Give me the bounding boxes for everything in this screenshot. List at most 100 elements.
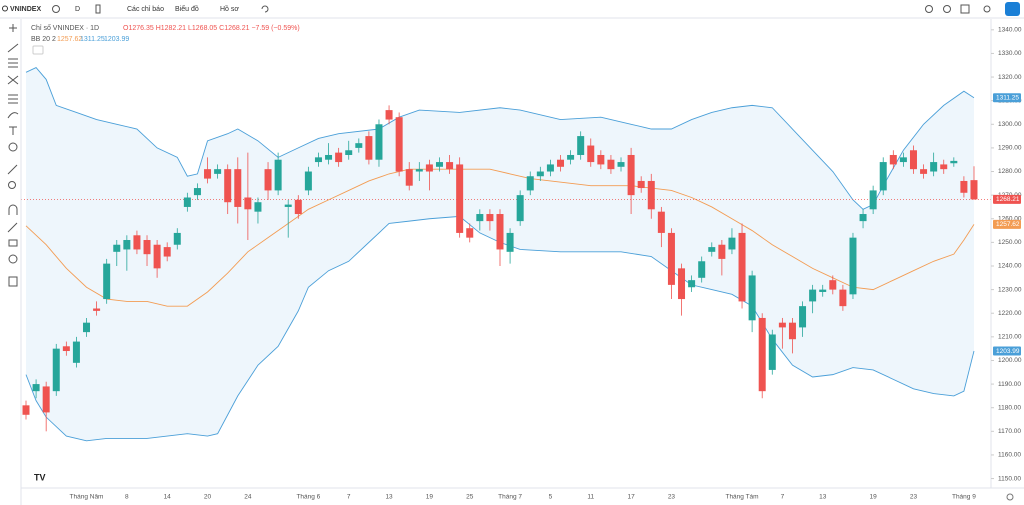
x-tick-label: 19 (870, 494, 878, 501)
candle-body (627, 154, 635, 196)
symbol[interactable]: VNINDEX (10, 6, 41, 13)
candle-body (879, 162, 887, 191)
collapse-button[interactable] (32, 45, 44, 55)
candle-body (718, 244, 726, 259)
candle-body (143, 240, 151, 255)
profile-menu[interactable]: Hồ sơ (220, 4, 239, 13)
x-tick-label: Tháng 7 (498, 494, 522, 501)
candle-body (83, 322, 91, 333)
candle-body (52, 348, 60, 392)
y-tick-label: 1150.00 (998, 475, 1021, 482)
candle-body (768, 334, 776, 370)
candle-body (244, 197, 252, 210)
candle-body (415, 169, 423, 172)
candle-body (778, 322, 786, 328)
candle-body (657, 211, 665, 233)
candle-body (577, 136, 585, 155)
candle-body (163, 247, 171, 257)
candle-body (728, 237, 736, 250)
candle-body (889, 154, 897, 165)
candle-body (839, 289, 847, 307)
fullscreen-icon[interactable] (960, 4, 970, 14)
candle-body (738, 232, 746, 302)
candle-body (909, 150, 917, 170)
toolbar (0, 0, 1024, 18)
x-tick-label: 19 (426, 494, 434, 501)
y-tick-label: 1300.00 (998, 121, 1022, 128)
candle-body (234, 169, 242, 207)
candle-body (153, 244, 161, 269)
x-tick-label: Tháng Năm (70, 494, 104, 501)
candle-body (799, 306, 807, 328)
y-tick-label: 1200.00 (998, 357, 1022, 364)
y-tick-label: 1290.00 (998, 145, 1022, 152)
logo[interactable] (1005, 2, 1020, 16)
candle-body (970, 180, 978, 200)
y-tick-label: 1240.00 (998, 263, 1022, 270)
interval[interactable]: D (75, 6, 80, 13)
candle-body (899, 157, 907, 163)
candle-body (708, 247, 716, 252)
candle-body (536, 171, 544, 177)
candle-body (597, 154, 605, 165)
candle-body (325, 154, 333, 160)
candle-body (274, 159, 282, 191)
candle-body (294, 199, 302, 215)
candle-body (395, 117, 403, 172)
x-tick-label: 8 (125, 494, 129, 501)
candle-body (869, 190, 877, 210)
candle-body (748, 275, 756, 321)
x-tick-label: 14 (164, 494, 172, 501)
candle-body (425, 164, 433, 172)
price-tag (993, 219, 1021, 229)
candle-body (385, 110, 393, 120)
share-icon[interactable] (983, 5, 991, 13)
candle-body (930, 162, 938, 172)
candle-body (819, 289, 827, 292)
x-tick-label: Tháng 6 (296, 494, 320, 501)
candle-body (486, 214, 494, 222)
candle-body (476, 214, 484, 222)
price-tag (993, 194, 1021, 204)
price-tag-label: 1268.21 (996, 196, 1020, 203)
indicator-middle: 1257.62 (57, 36, 82, 43)
candle-body (173, 232, 181, 245)
candle-body (183, 197, 191, 207)
candle-body (516, 195, 524, 222)
candle-body (940, 164, 948, 170)
settings-icon[interactable] (943, 5, 951, 13)
candle-body (264, 169, 272, 191)
candle-body (920, 169, 928, 174)
compare-icon[interactable] (52, 5, 60, 13)
chart-menu[interactable]: Biểu đồ (175, 4, 199, 13)
candle-body (809, 289, 817, 302)
candle-body (72, 341, 80, 363)
axis-settings[interactable] (1006, 493, 1014, 501)
x-tick-label: 7 (347, 494, 351, 501)
zoom-icon[interactable] (925, 5, 933, 13)
candle-body (32, 384, 40, 392)
y-tick-label: 1160.00 (998, 452, 1021, 459)
price-tag (993, 346, 1021, 356)
x-tick-label: 7 (781, 494, 785, 501)
candle-body (698, 261, 706, 278)
plot-area (21, 67, 991, 442)
indicator-upper: 1311.25 (80, 36, 105, 43)
x-tick-label: 24 (244, 494, 252, 501)
search-icon[interactable] (2, 5, 8, 12)
candle-body (204, 169, 212, 179)
candle-body (849, 237, 857, 295)
candle-body (103, 263, 111, 300)
candle-body (304, 171, 312, 191)
candle-body (960, 180, 968, 193)
tool-icons[interactable] (7, 24, 19, 287)
candle-body (567, 154, 575, 160)
candle-body (22, 405, 30, 415)
tv-logo: TV (34, 472, 46, 482)
candle-body (355, 143, 363, 148)
indicator-label: BB 20 2 (31, 36, 56, 43)
indicators[interactable]: Các chỉ báo (127, 5, 164, 13)
candle-body (335, 152, 343, 163)
undo[interactable] (261, 5, 269, 13)
candle-icon[interactable] (95, 4, 101, 14)
